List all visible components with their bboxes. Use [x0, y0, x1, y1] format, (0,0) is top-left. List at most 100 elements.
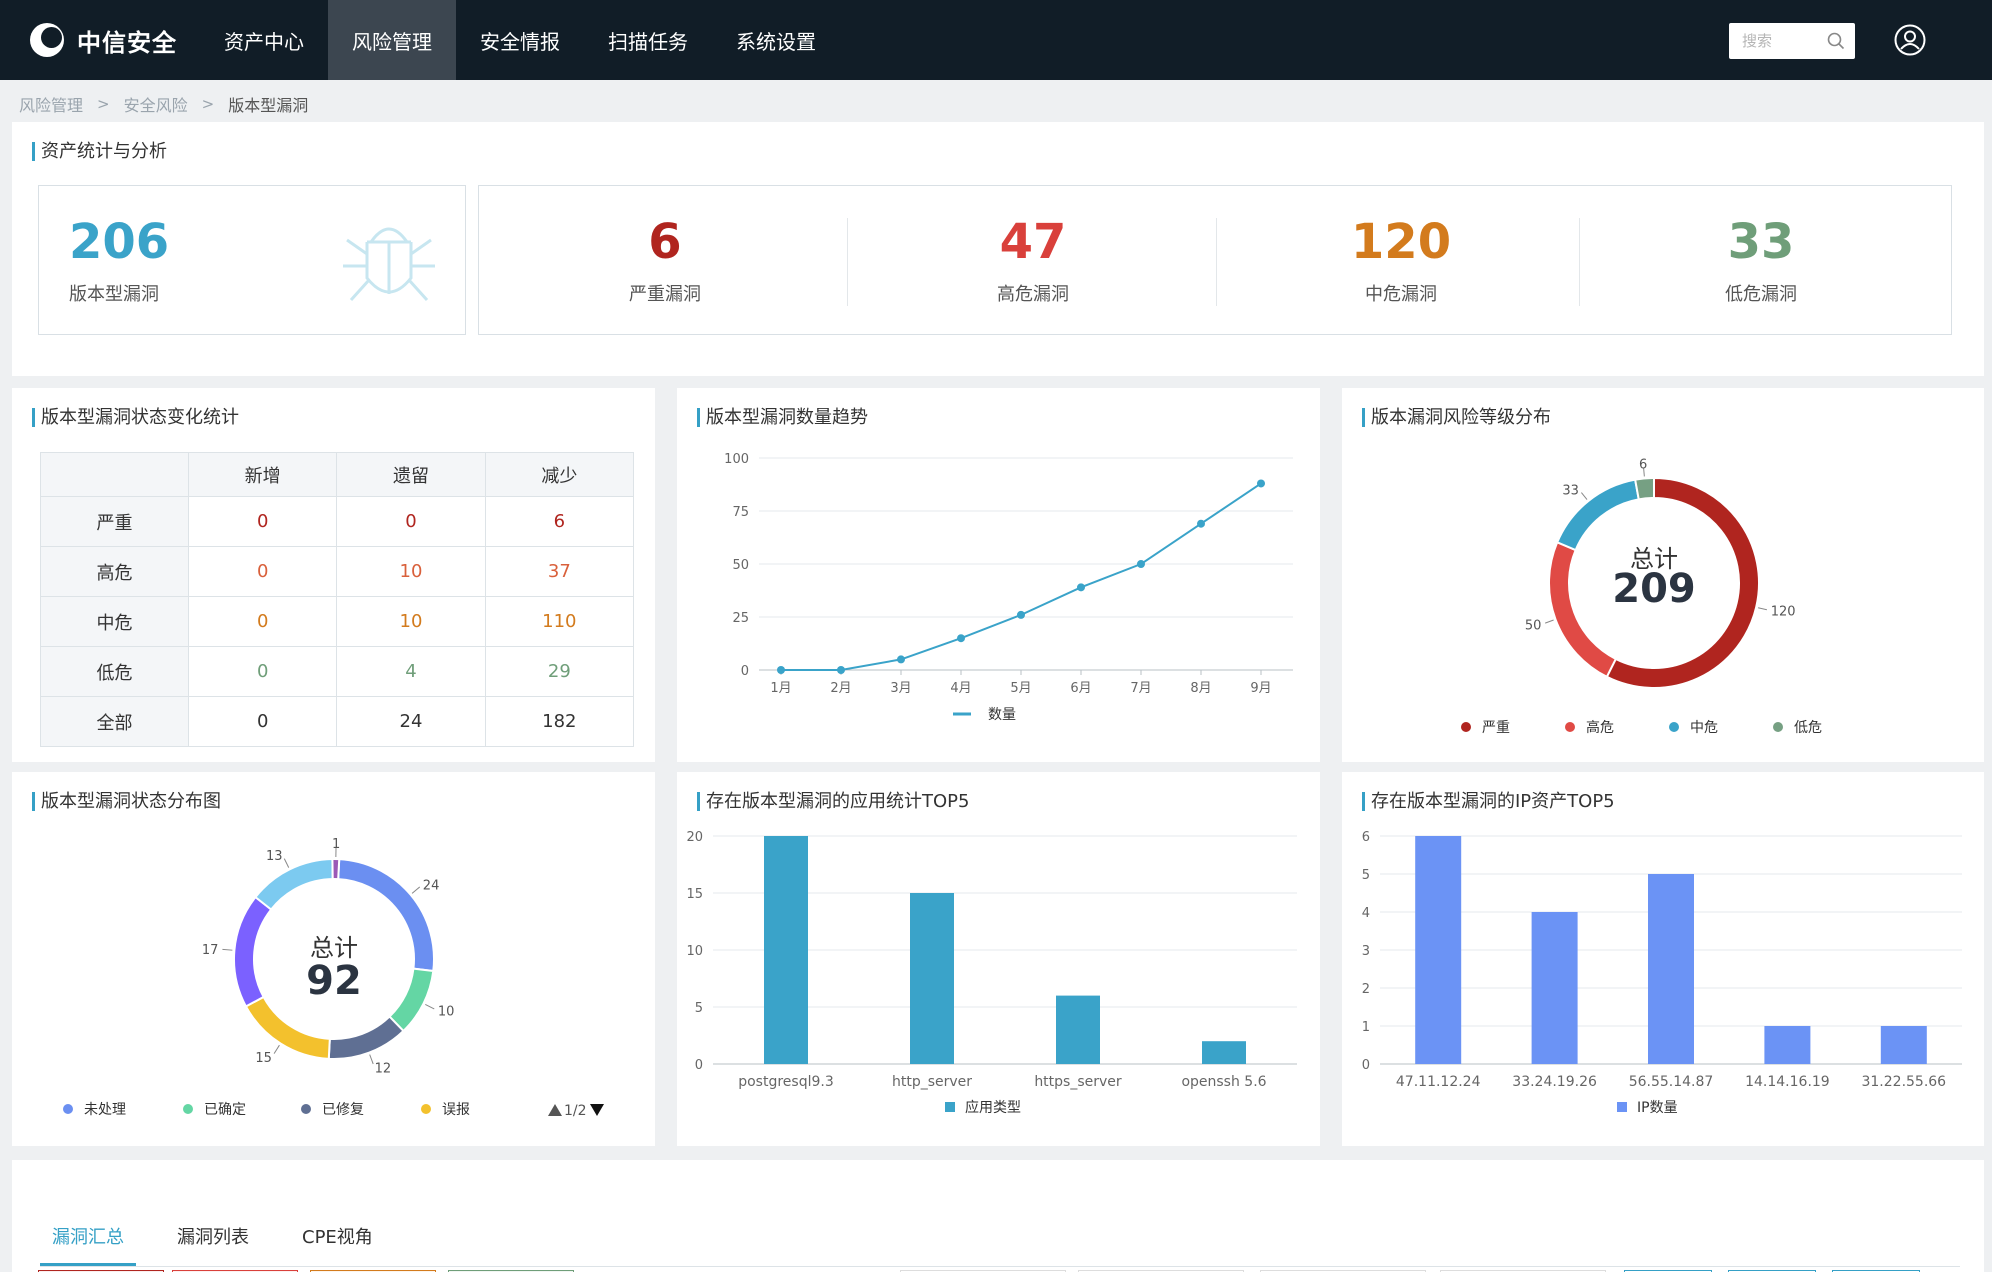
- app-top5-title: 存在版本型漏洞的应用统计TOP5: [697, 792, 969, 811]
- y-tick-label: 20: [686, 830, 703, 845]
- y-tick-label: 50: [732, 558, 749, 573]
- risk-dist-panel: 版本漏洞风险等级分布 总计 209 120 50 33 6 严重 高危 中危 低危: [1342, 388, 1984, 762]
- table-header: 遗留: [336, 452, 486, 497]
- nav-item-settings[interactable]: 系统设置: [736, 30, 816, 54]
- search-input[interactable]: [1729, 23, 1825, 59]
- tab-bar: 漏洞汇总 漏洞列表 CPE视角: [40, 1218, 414, 1266]
- x-tick-label: openssh 5.6: [1181, 1074, 1266, 1090]
- slice-value-label: 10: [438, 1005, 455, 1020]
- overview-title: 资产统计与分析: [32, 142, 167, 161]
- y-tick-label: 6: [1362, 830, 1370, 845]
- breadcrumb: 风险管理 > 安全风险 > 版本型漏洞: [19, 93, 308, 115]
- y-tick-label: 15: [686, 887, 703, 902]
- critical-vuln-count[interactable]: 6: [648, 214, 682, 270]
- state-dist-panel: 版本型漏洞状态分布图 总计 92 1/2 24 10 12 15 17 13 1 未处理 已确定…: [12, 772, 655, 1146]
- table-cell[interactable]: 37: [484, 546, 635, 597]
- bar: [1056, 995, 1100, 1064]
- filter-chip-critical[interactable]: [38, 1270, 164, 1272]
- slice-value-label: 15: [255, 1051, 272, 1066]
- total-vuln-card[interactable]: 206 版本型漏洞: [38, 185, 466, 335]
- tab-vuln-list[interactable]: 漏洞列表: [177, 1227, 249, 1248]
- table-cell[interactable]: 0: [187, 696, 338, 747]
- nav-item-risk[interactable]: 风险管理: [328, 0, 456, 80]
- trend-panel: 版本型漏洞数量趋势 0 25 50 75 100 1月 2月 3月 4月 5月 6月 7月 8月 9月 数量: [677, 388, 1320, 762]
- data-point: [777, 666, 785, 674]
- tab-cpe-view[interactable]: CPE视角: [302, 1227, 373, 1248]
- app-logo[interactable]: 中信安全: [30, 22, 177, 58]
- donut-slice: [254, 857, 334, 911]
- table-header: [40, 452, 189, 497]
- table-cell[interactable]: 10: [336, 546, 486, 597]
- table-cell[interactable]: 10: [336, 596, 486, 647]
- risk-dist-title: 版本漏洞风险等级分布: [1362, 408, 1551, 427]
- table-cell[interactable]: 4: [336, 646, 486, 697]
- filter-input[interactable]: [900, 1270, 1066, 1272]
- table-cell[interactable]: 0: [187, 646, 338, 697]
- filter-chip-low[interactable]: [448, 1270, 574, 1272]
- table-cell[interactable]: 6: [484, 496, 635, 547]
- table-cell[interactable]: 0: [336, 496, 486, 547]
- slice-value-label: 6: [1639, 457, 1647, 472]
- ip-top5-title: 存在版本型漏洞的IP资产TOP5: [1362, 792, 1615, 811]
- table-cell[interactable]: 24: [336, 696, 486, 747]
- legend-swatch: [1461, 722, 1471, 732]
- legend-pager[interactable]: 1/2: [548, 1103, 604, 1119]
- legend-swatch: [301, 1104, 311, 1114]
- nav-item-intel[interactable]: 安全情报: [480, 30, 560, 54]
- table-cell[interactable]: 0: [187, 596, 338, 647]
- breadcrumb-risk[interactable]: 风险管理: [19, 96, 84, 115]
- search-icon[interactable]: [1827, 32, 1845, 50]
- filter-input[interactable]: [1078, 1270, 1244, 1272]
- donut-slice: [233, 895, 273, 1008]
- reset-button[interactable]: [1728, 1270, 1816, 1272]
- stat-divider: [1216, 218, 1217, 306]
- high-vuln-count[interactable]: 47: [999, 214, 1067, 270]
- page-down-icon[interactable]: [590, 1104, 604, 1116]
- slice-leader-line: [1757, 607, 1767, 611]
- page-up-icon[interactable]: [548, 1104, 562, 1116]
- breadcrumb-current: 版本型漏洞: [228, 96, 309, 115]
- legend-label: IP数量: [1637, 1100, 1678, 1116]
- table-cell[interactable]: 110: [484, 596, 635, 647]
- table-row: 低危 0 4 29: [40, 646, 635, 697]
- y-tick-label: 0: [741, 664, 749, 679]
- filter-input[interactable]: [1260, 1270, 1426, 1272]
- y-tick-label: 0: [695, 1058, 703, 1073]
- x-tick-label: 14.14.16.19: [1745, 1074, 1830, 1090]
- export-button[interactable]: [1832, 1270, 1920, 1272]
- medium-vuln-count[interactable]: 120: [1350, 214, 1452, 270]
- tab-vuln-summary[interactable]: 漏洞汇总: [40, 1218, 136, 1266]
- donut-center-value: 209: [1612, 566, 1696, 612]
- table-row: 高危 0 10 37: [40, 546, 635, 597]
- slice-leader-line: [1544, 619, 1554, 624]
- status-change-title: 版本型漏洞状态变化统计: [32, 408, 239, 427]
- search-button[interactable]: [1624, 1270, 1712, 1272]
- table-cell[interactable]: 29: [484, 646, 635, 697]
- filter-chip-medium[interactable]: [310, 1270, 436, 1272]
- nav-item-assets[interactable]: 资产中心: [224, 30, 304, 54]
- low-vuln-count[interactable]: 33: [1727, 214, 1795, 270]
- status-change-table: 新增 遗留 减少 严重 0 0 6 高危 0 10 37 中危 0 10: [40, 452, 635, 747]
- table-cell[interactable]: 182: [484, 696, 635, 747]
- filter-chip-high[interactable]: [172, 1270, 298, 1272]
- donut-slice: [1548, 540, 1618, 679]
- legend-label: 误报: [442, 1102, 470, 1118]
- breadcrumb-security[interactable]: 安全风险: [123, 96, 188, 115]
- y-tick-label: 75: [732, 505, 749, 520]
- table-cell[interactable]: 0: [187, 546, 338, 597]
- bar: [764, 836, 808, 1064]
- row-label: 低危: [40, 646, 189, 697]
- x-tick-label: 6月: [1070, 681, 1091, 696]
- table-cell[interactable]: 0: [187, 496, 338, 547]
- filter-input[interactable]: [1440, 1270, 1606, 1272]
- user-avatar-icon[interactable]: [1894, 24, 1926, 56]
- app-top5-panel: 存在版本型漏洞的应用统计TOP5 0 5 10 15 20 postgresql9.3 ht…: [677, 772, 1320, 1146]
- x-tick-label: 9月: [1250, 681, 1271, 696]
- slice-leader-line: [1643, 467, 1645, 477]
- top-navbar: 中信安全 资产中心 风险管理 安全情报 扫描任务 系统设置: [0, 0, 1992, 80]
- slice-leader-line: [369, 1054, 374, 1065]
- nav-item-scan[interactable]: 扫描任务: [608, 30, 688, 54]
- legend-swatch: [1617, 1102, 1627, 1112]
- legend-label: 中危: [1690, 720, 1718, 736]
- data-point: [837, 666, 845, 674]
